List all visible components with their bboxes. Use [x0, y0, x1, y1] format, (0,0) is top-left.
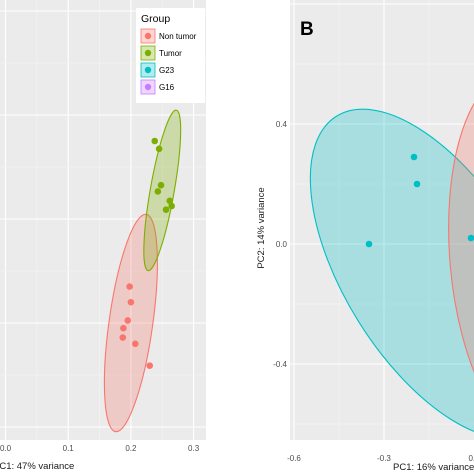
- data-point-tumor: [151, 137, 159, 145]
- data-point-non-tumor: [127, 298, 135, 306]
- x-tick-label: -0.6: [287, 454, 301, 463]
- legend-item-label: G23: [159, 66, 175, 75]
- data-point-non-tumor: [131, 340, 139, 348]
- panel-b-background: [290, 0, 474, 440]
- panel-b-grid: [290, 0, 474, 440]
- panel-b-tick-labels: -0.6 -0.3 0.0 -0.4 0.0 0.4: [273, 120, 474, 463]
- x-tick-label: -0.3: [377, 454, 391, 463]
- data-point-tumor: [166, 197, 174, 205]
- data-point-non-tumor: [124, 317, 132, 324]
- panel-a-points: [119, 137, 175, 369]
- x-tick-label: 0.0: [0, 444, 12, 453]
- data-point-tumor: [162, 206, 170, 213]
- data-point-non-tumor: [119, 334, 127, 341]
- legend-items: Non tumor Tumor G23 G16: [140, 28, 197, 95]
- legend-key-point: [144, 66, 152, 74]
- legend-item-label: Non tumor: [159, 32, 197, 41]
- panel-b-points: [365, 153, 474, 248]
- y-tick-label: 0.4: [276, 120, 288, 129]
- panel-letter-b: B: [300, 19, 314, 40]
- y-tick-label: -0.4: [273, 360, 287, 369]
- panel-b-y-axis-title: PC2: 14% variance: [256, 187, 267, 268]
- panel-a-x-axis-title: PC1: 47% variance: [0, 461, 74, 472]
- data-point-tumor: [168, 202, 175, 210]
- data-point-non-tumor: [126, 283, 133, 290]
- legend-key-point: [144, 83, 152, 91]
- legend-title: Group: [141, 13, 170, 25]
- data-point-g23: [410, 153, 418, 161]
- x-tick-label: 0.0: [468, 454, 474, 463]
- data-point-tumor: [154, 188, 162, 195]
- legend-item-label: G16: [159, 83, 175, 92]
- x-tick-label: 0.1: [63, 444, 75, 453]
- data-point-non-tumor: [146, 362, 154, 369]
- y-tick-label: 0.0: [276, 240, 288, 249]
- panel-b-ellipses: [309, 73, 474, 440]
- data-point-g23: [467, 234, 474, 242]
- data-point-tumor: [155, 145, 163, 153]
- panel-b: -0.6-0.30.0-0.40.00.4 PC1: 16% variance …: [256, 0, 474, 473]
- data-point-g23: [413, 180, 421, 188]
- legend-key-point: [144, 32, 152, 40]
- data-point-non-tumor: [120, 324, 127, 332]
- data-point-g23: [365, 240, 373, 248]
- panel-a-ellipses: [103, 109, 182, 433]
- data-point-tumor: [157, 181, 165, 189]
- confidence-ellipse-non-tumor: [448, 73, 474, 440]
- legend-key-point: [144, 49, 152, 57]
- panel-a-x-tick-labels: 0.0 0.1 0.2 0.3: [0, 444, 200, 453]
- panel-a-grid: [0, 0, 206, 440]
- x-tick-label: 0.3: [188, 444, 200, 453]
- x-tick-label: 0.2: [125, 444, 137, 453]
- panel-b-x-axis-title: PC1: 16% variance: [393, 462, 474, 473]
- legend: Group Non tumor Tumor G23 G16: [136, 8, 205, 103]
- confidence-ellipse-tumor: [143, 109, 182, 272]
- confidence-ellipse-g23: [309, 108, 474, 440]
- legend-item-label: Tumor: [159, 49, 182, 58]
